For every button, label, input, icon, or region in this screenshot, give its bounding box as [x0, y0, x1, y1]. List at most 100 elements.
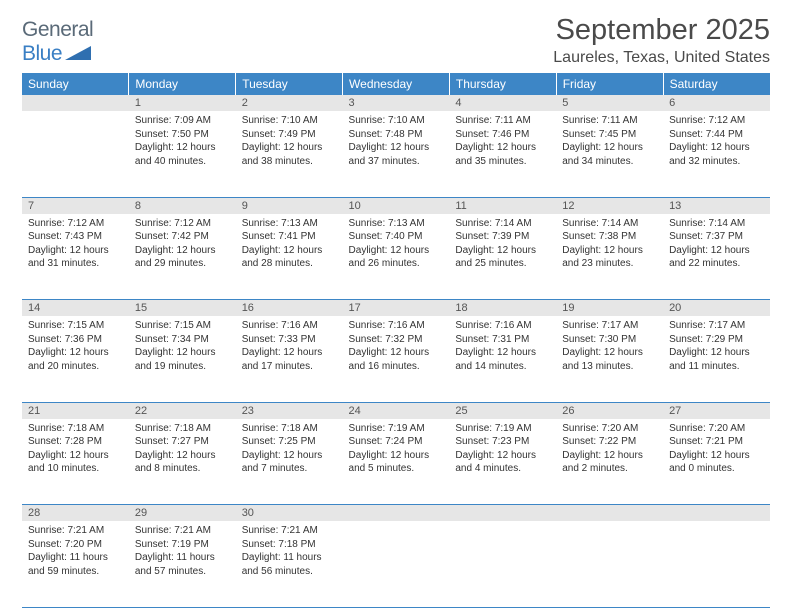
day-details: Sunrise: 7:11 AMSunset: 7:45 PMDaylight:… [556, 111, 663, 172]
month-title: September 2025 [553, 14, 770, 47]
day-cell: Sunrise: 7:12 AMSunset: 7:43 PMDaylight:… [22, 214, 129, 300]
day-number: 8 [129, 197, 236, 214]
day-details: Sunrise: 7:12 AMSunset: 7:43 PMDaylight:… [22, 214, 129, 275]
sunrise-text: Sunrise: 7:15 AM [28, 319, 123, 333]
weekday-header: Wednesday [343, 73, 450, 95]
header: General Blue September 2025 Laureles, Te… [22, 14, 770, 67]
daylight-line2: and 28 minutes. [242, 257, 337, 271]
day-cell: Sunrise: 7:19 AMSunset: 7:23 PMDaylight:… [449, 419, 556, 505]
sunrise-text: Sunrise: 7:19 AM [455, 422, 550, 436]
daylight-line2: and 37 minutes. [349, 155, 444, 169]
day-details: Sunrise: 7:13 AMSunset: 7:40 PMDaylight:… [343, 214, 450, 275]
day-details: Sunrise: 7:10 AMSunset: 7:49 PMDaylight:… [236, 111, 343, 172]
day-number: 7 [22, 197, 129, 214]
daylight-line1: Daylight: 12 hours [669, 449, 764, 463]
day-number: 4 [449, 95, 556, 111]
daylight-line1: Daylight: 12 hours [28, 244, 123, 258]
day-cell: Sunrise: 7:09 AMSunset: 7:50 PMDaylight:… [129, 111, 236, 197]
daylight-line2: and 23 minutes. [562, 257, 657, 271]
daylight-line1: Daylight: 12 hours [242, 449, 337, 463]
day-cell: Sunrise: 7:16 AMSunset: 7:31 PMDaylight:… [449, 316, 556, 402]
logo-text-blue: Blue [22, 42, 62, 66]
sunrise-text: Sunrise: 7:17 AM [669, 319, 764, 333]
daylight-line2: and 26 minutes. [349, 257, 444, 271]
sunset-text: Sunset: 7:23 PM [455, 435, 550, 449]
sunset-text: Sunset: 7:25 PM [242, 435, 337, 449]
daylight-line1: Daylight: 12 hours [28, 449, 123, 463]
day-number: 9 [236, 197, 343, 214]
day-number: 10 [343, 197, 450, 214]
sunrise-text: Sunrise: 7:18 AM [135, 422, 230, 436]
daylight-line1: Daylight: 11 hours [135, 551, 230, 565]
day-cell: Sunrise: 7:16 AMSunset: 7:33 PMDaylight:… [236, 316, 343, 402]
day-number: 1 [129, 95, 236, 111]
day-number: 25 [449, 402, 556, 419]
daylight-line2: and 7 minutes. [242, 462, 337, 476]
sunrise-text: Sunrise: 7:12 AM [669, 114, 764, 128]
calendar-head: SundayMondayTuesdayWednesdayThursdayFrid… [22, 73, 770, 95]
sunrise-text: Sunrise: 7:14 AM [455, 217, 550, 231]
daylight-line1: Daylight: 12 hours [562, 244, 657, 258]
day-details: Sunrise: 7:11 AMSunset: 7:46 PMDaylight:… [449, 111, 556, 172]
sunrise-text: Sunrise: 7:13 AM [242, 217, 337, 231]
calendar-body: 123456Sunrise: 7:09 AMSunset: 7:50 PMDay… [22, 95, 770, 607]
sunset-text: Sunset: 7:48 PM [349, 128, 444, 142]
sunrise-text: Sunrise: 7:16 AM [455, 319, 550, 333]
sunset-text: Sunset: 7:36 PM [28, 333, 123, 347]
daylight-line1: Daylight: 12 hours [669, 244, 764, 258]
day-cell: Sunrise: 7:11 AMSunset: 7:45 PMDaylight:… [556, 111, 663, 197]
day-cell: Sunrise: 7:18 AMSunset: 7:28 PMDaylight:… [22, 419, 129, 505]
sunset-text: Sunset: 7:18 PM [242, 538, 337, 552]
daylight-line2: and 14 minutes. [455, 360, 550, 374]
daylight-line2: and 56 minutes. [242, 565, 337, 579]
daylight-line2: and 20 minutes. [28, 360, 123, 374]
weekday-header: Sunday [22, 73, 129, 95]
sunset-text: Sunset: 7:31 PM [455, 333, 550, 347]
sunset-text: Sunset: 7:37 PM [669, 230, 764, 244]
day-number: 16 [236, 300, 343, 317]
day-cell: Sunrise: 7:17 AMSunset: 7:30 PMDaylight:… [556, 316, 663, 402]
weekday-header: Friday [556, 73, 663, 95]
day-number: 15 [129, 300, 236, 317]
day-details: Sunrise: 7:16 AMSunset: 7:32 PMDaylight:… [343, 316, 450, 377]
daylight-line2: and 22 minutes. [669, 257, 764, 271]
day-details: Sunrise: 7:18 AMSunset: 7:28 PMDaylight:… [22, 419, 129, 480]
day-details: Sunrise: 7:14 AMSunset: 7:37 PMDaylight:… [663, 214, 770, 275]
sunset-text: Sunset: 7:21 PM [669, 435, 764, 449]
daylight-line2: and 40 minutes. [135, 155, 230, 169]
sunrise-text: Sunrise: 7:17 AM [562, 319, 657, 333]
day-number: 19 [556, 300, 663, 317]
daylight-line1: Daylight: 12 hours [135, 244, 230, 258]
sunset-text: Sunset: 7:19 PM [135, 538, 230, 552]
day-number: 12 [556, 197, 663, 214]
sunset-text: Sunset: 7:20 PM [28, 538, 123, 552]
daylight-line2: and 4 minutes. [455, 462, 550, 476]
day-number: 14 [22, 300, 129, 317]
day-details: Sunrise: 7:21 AMSunset: 7:20 PMDaylight:… [22, 521, 129, 582]
sunrise-text: Sunrise: 7:10 AM [349, 114, 444, 128]
day-details: Sunrise: 7:19 AMSunset: 7:23 PMDaylight:… [449, 419, 556, 480]
logo-text: General Blue [22, 18, 93, 66]
sunset-text: Sunset: 7:43 PM [28, 230, 123, 244]
day-cell: Sunrise: 7:20 AMSunset: 7:21 PMDaylight:… [663, 419, 770, 505]
day-number [663, 505, 770, 522]
day-details: Sunrise: 7:16 AMSunset: 7:33 PMDaylight:… [236, 316, 343, 377]
day-number: 2 [236, 95, 343, 111]
sunrise-text: Sunrise: 7:11 AM [455, 114, 550, 128]
title-block: September 2025 Laureles, Texas, United S… [553, 14, 770, 67]
sunrise-text: Sunrise: 7:16 AM [242, 319, 337, 333]
day-cell: Sunrise: 7:15 AMSunset: 7:36 PMDaylight:… [22, 316, 129, 402]
daylight-line1: Daylight: 12 hours [455, 141, 550, 155]
weekday-header: Monday [129, 73, 236, 95]
sunrise-text: Sunrise: 7:20 AM [669, 422, 764, 436]
day-cell: Sunrise: 7:19 AMSunset: 7:24 PMDaylight:… [343, 419, 450, 505]
day-number-row: 14151617181920 [22, 300, 770, 317]
day-cell: Sunrise: 7:11 AMSunset: 7:46 PMDaylight:… [449, 111, 556, 197]
daylight-line2: and 8 minutes. [135, 462, 230, 476]
day-details: Sunrise: 7:18 AMSunset: 7:27 PMDaylight:… [129, 419, 236, 480]
week-row: Sunrise: 7:18 AMSunset: 7:28 PMDaylight:… [22, 419, 770, 505]
daylight-line2: and 10 minutes. [28, 462, 123, 476]
daylight-line2: and 59 minutes. [28, 565, 123, 579]
day-number: 13 [663, 197, 770, 214]
day-number: 23 [236, 402, 343, 419]
